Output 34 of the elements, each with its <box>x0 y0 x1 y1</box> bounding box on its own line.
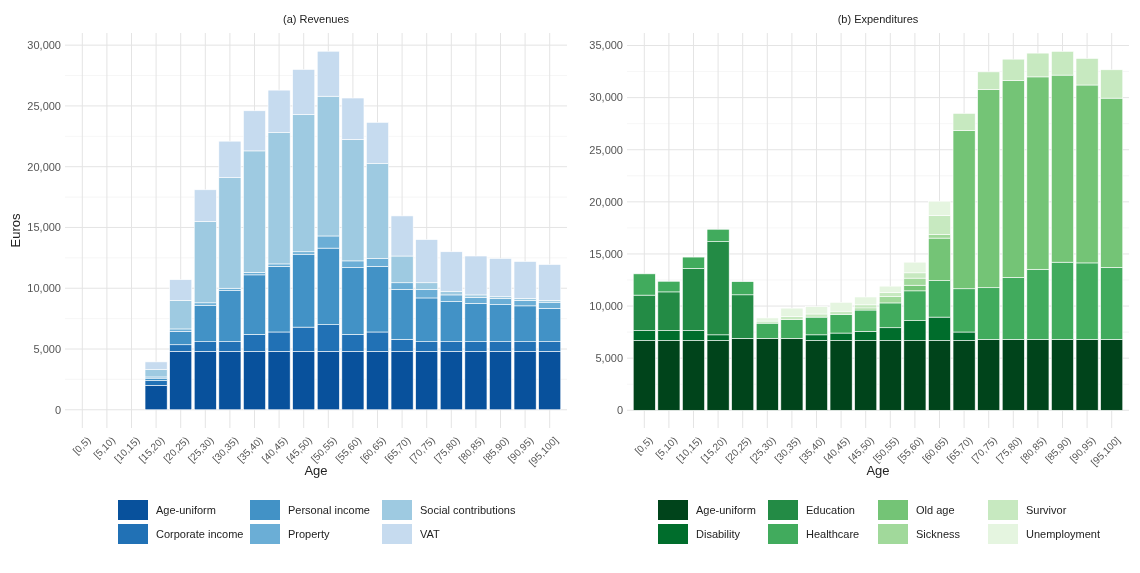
y-tick-label: 15,000 <box>589 247 623 260</box>
y-tick-label: 30,000 <box>27 39 61 51</box>
legend-label: Personal income <box>288 503 370 516</box>
y-tick-label: 30,000 <box>589 91 623 104</box>
legend-label: Unemployment <box>1026 527 1100 540</box>
y-tick-label: 10,000 <box>589 299 623 312</box>
chart-title: (b) Expenditures <box>837 13 919 25</box>
y-tick-label: 25,000 <box>589 143 623 156</box>
legend-label: Survivor <box>1026 503 1067 516</box>
legend-label: Age-uniform <box>156 503 216 516</box>
x-axis-title: Age <box>304 463 328 478</box>
legend-label: Disability <box>696 527 741 540</box>
y-tick-label: 20,000 <box>589 195 623 208</box>
legend-label: Property <box>288 527 331 540</box>
legend-label: Old age <box>916 503 955 516</box>
y-tick-label: 5,000 <box>33 342 61 355</box>
y-tick-label: 0 <box>616 404 623 417</box>
y-tick-label: 35,000 <box>589 39 623 52</box>
legend-label: Healthcare <box>806 527 860 540</box>
y-tick-label: 0 <box>54 403 61 416</box>
legend-label: Age-uniform <box>696 503 756 516</box>
y-tick-label: 15,000 <box>27 221 61 234</box>
legend-label: Corporate income <box>156 527 244 540</box>
y-tick-label: 20,000 <box>27 160 61 173</box>
y-tick-label: 10,000 <box>27 282 61 295</box>
y-tick-label: 25,000 <box>27 99 61 112</box>
legend-label: Social contributions <box>420 503 516 516</box>
legend-label: VAT <box>420 527 441 540</box>
chart-title: (a) Revenues <box>282 13 350 25</box>
y-tick-label: 5,000 <box>595 352 623 365</box>
x-axis-title: Age <box>866 463 890 478</box>
legend-label: Education <box>806 503 855 516</box>
legend-label: Sickness <box>916 527 961 540</box>
y-axis-title: Euros <box>8 213 23 248</box>
